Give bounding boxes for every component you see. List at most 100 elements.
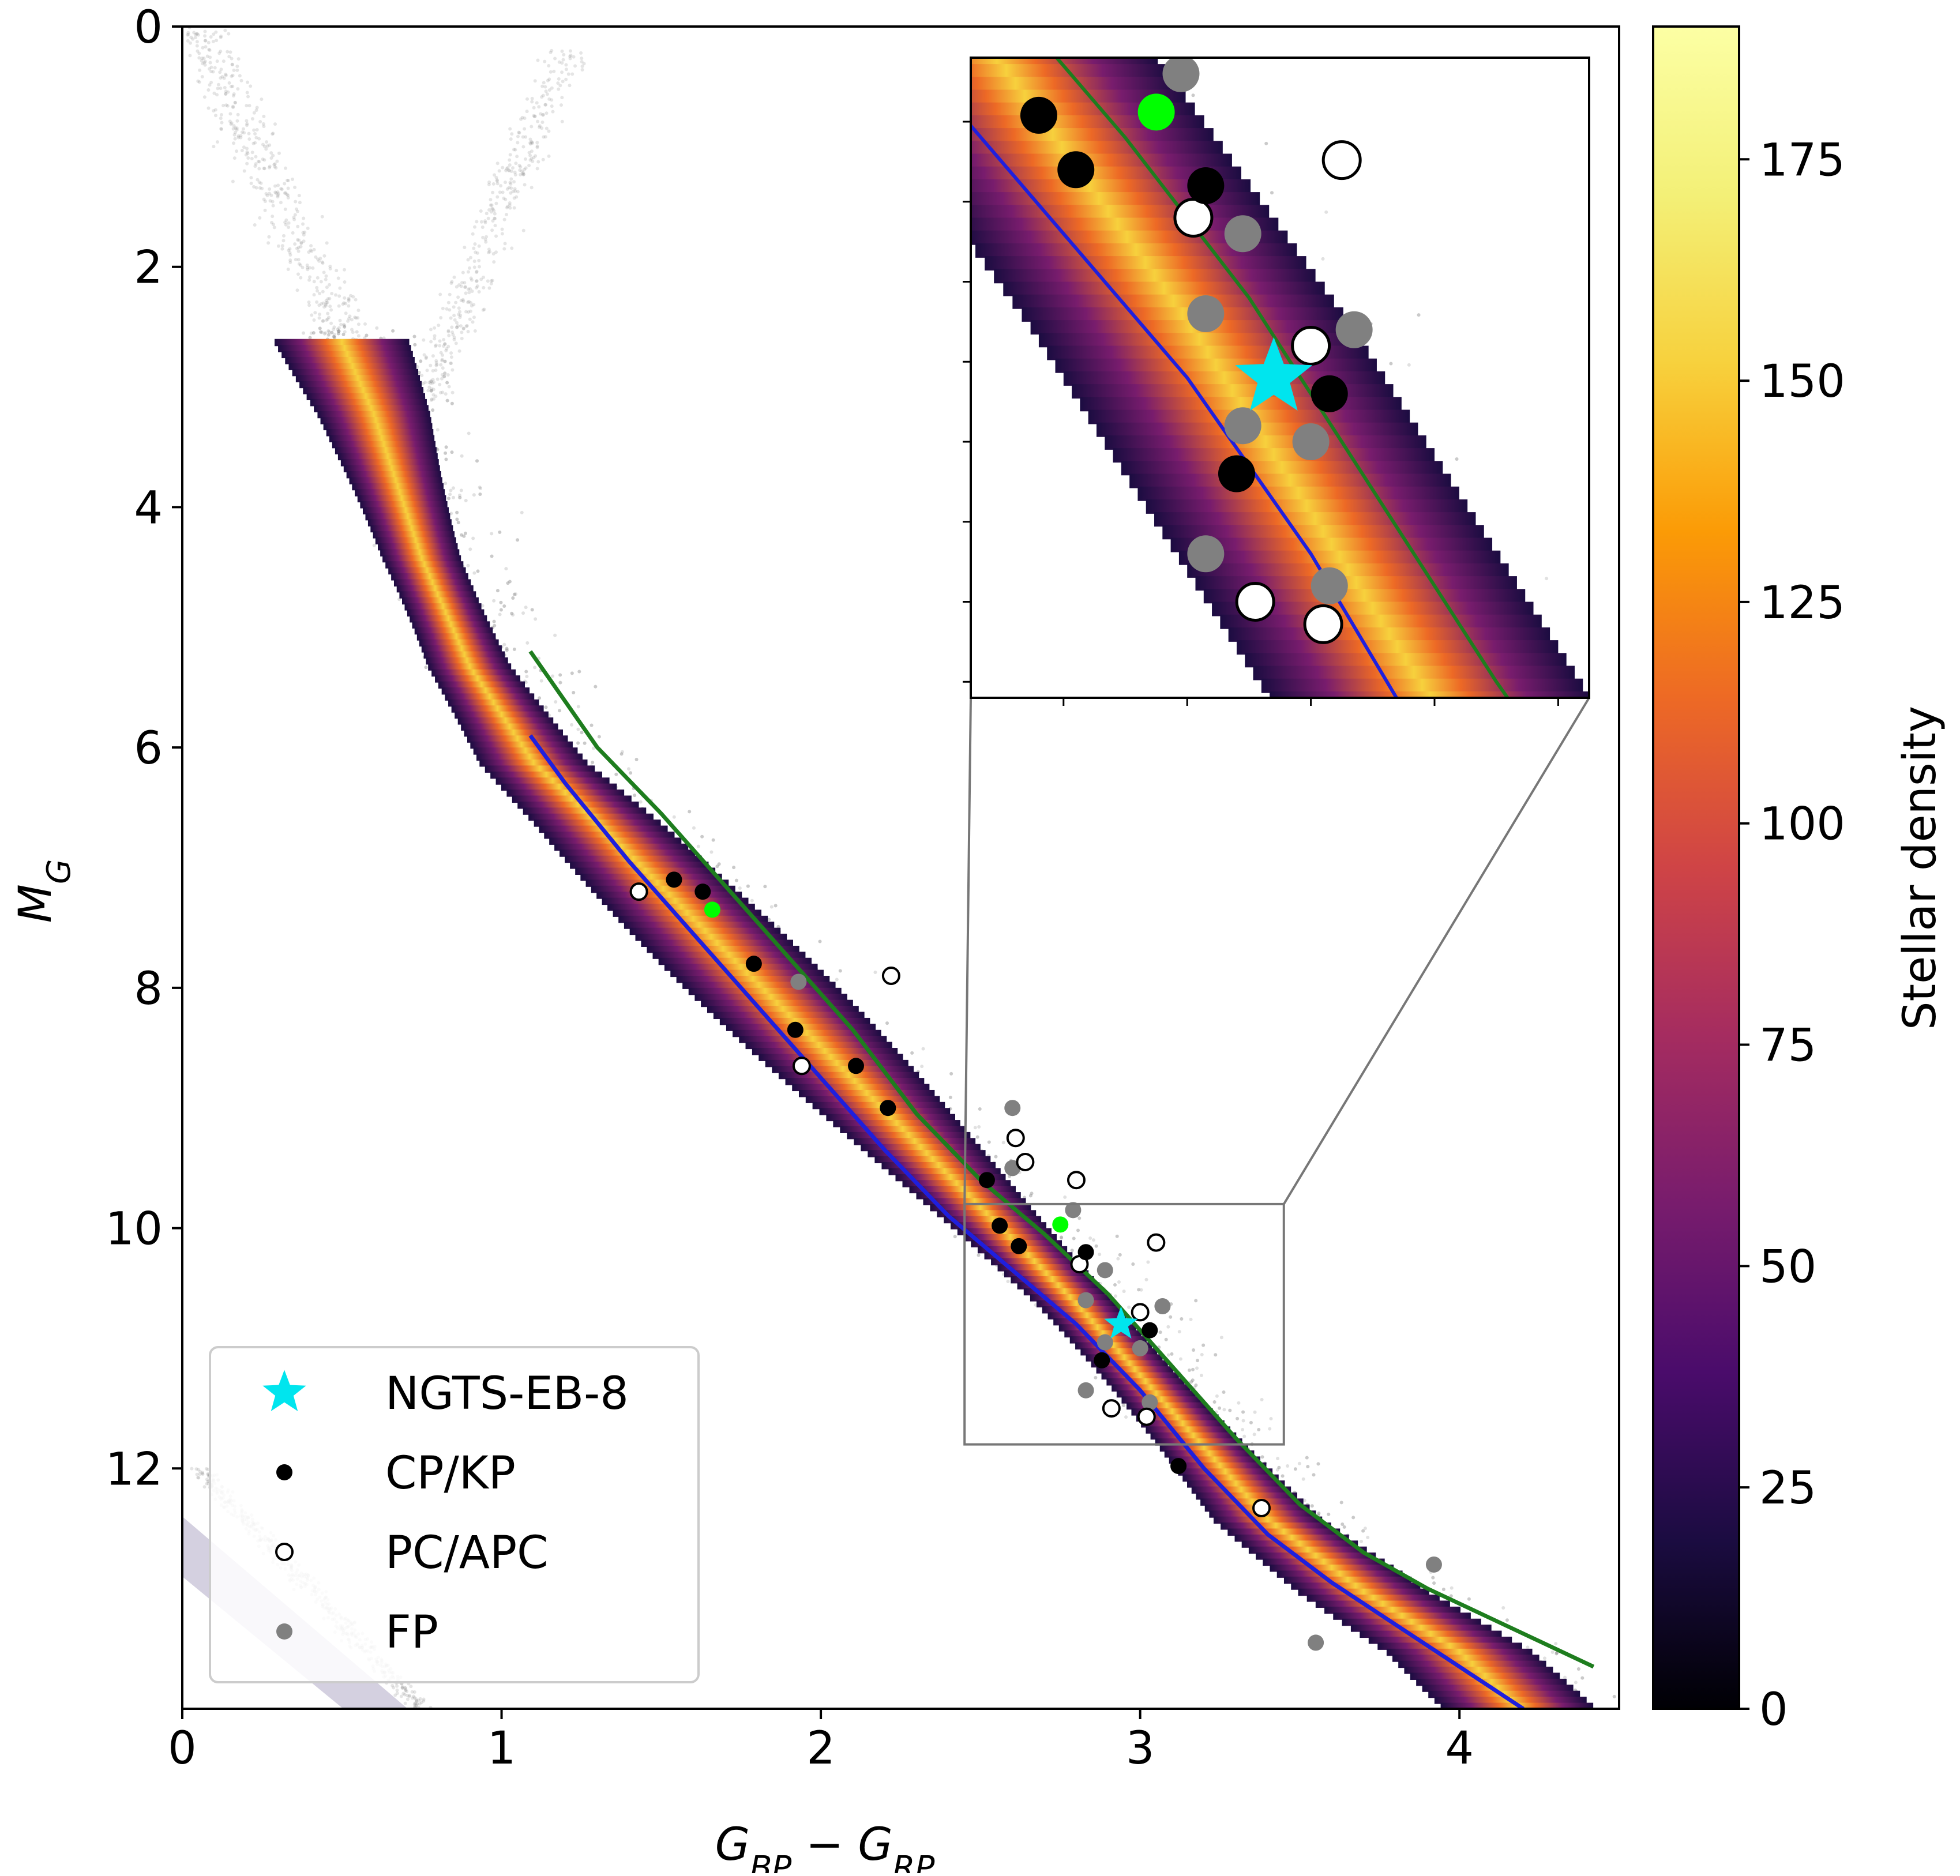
background-star xyxy=(299,276,303,280)
background-star xyxy=(470,278,474,282)
background-star xyxy=(236,134,241,138)
background-star xyxy=(433,344,437,348)
background-star xyxy=(591,760,595,764)
background-star xyxy=(572,690,576,694)
background-star xyxy=(399,1694,403,1698)
background-star xyxy=(467,431,471,435)
background-star xyxy=(524,670,528,674)
background-star xyxy=(597,735,601,739)
background-star xyxy=(455,517,459,521)
background-star xyxy=(994,1155,998,1159)
background-star xyxy=(520,115,524,119)
background-star xyxy=(239,134,243,138)
background-star xyxy=(212,32,216,36)
background-star xyxy=(372,543,376,547)
background-star xyxy=(250,157,254,161)
background-star xyxy=(1341,1522,1345,1527)
background-star xyxy=(466,329,470,333)
background-star xyxy=(1310,1504,1314,1508)
background-star xyxy=(1554,1642,1558,1646)
background-star xyxy=(232,92,236,96)
background-star xyxy=(1431,1576,1435,1580)
background-star xyxy=(502,604,506,608)
background-star xyxy=(262,158,266,162)
background-star xyxy=(560,119,564,123)
background-star xyxy=(391,329,395,333)
background-star xyxy=(1170,1352,1174,1356)
background-star xyxy=(1127,1305,1131,1309)
background-star xyxy=(232,156,236,160)
background-star xyxy=(1302,1498,1306,1502)
background-star xyxy=(1237,1401,1241,1405)
background-star xyxy=(450,280,454,284)
background-star xyxy=(519,172,523,176)
background-star xyxy=(203,34,207,38)
background-star xyxy=(209,35,213,39)
background-star xyxy=(442,371,446,375)
background-star xyxy=(1070,1249,1074,1253)
background-star xyxy=(1088,1236,1092,1240)
background-star xyxy=(271,131,275,136)
background-star xyxy=(633,794,637,798)
background-star xyxy=(530,125,534,129)
background-star xyxy=(232,68,236,72)
background-star xyxy=(442,374,446,378)
background-star xyxy=(326,329,331,333)
background-star xyxy=(597,735,601,739)
background-star xyxy=(1121,1403,1125,1407)
background-star xyxy=(528,158,532,162)
background-star xyxy=(435,377,440,381)
background-star xyxy=(1180,1317,1184,1321)
background-star xyxy=(408,1694,412,1698)
background-star xyxy=(1277,1465,1281,1469)
background-star xyxy=(332,327,336,331)
background-star xyxy=(528,141,532,145)
background-star xyxy=(244,153,248,157)
background-star xyxy=(738,886,742,890)
background-star xyxy=(1063,1195,1067,1199)
background-star xyxy=(241,127,245,131)
background-star xyxy=(274,191,278,195)
background-star xyxy=(633,794,637,798)
background-star xyxy=(1260,1455,1264,1459)
background-star xyxy=(466,300,470,304)
background-star xyxy=(252,111,256,115)
background-star xyxy=(471,232,475,236)
background-star xyxy=(337,294,341,298)
background-star xyxy=(250,116,254,121)
background-star xyxy=(280,247,284,251)
background-star xyxy=(528,153,532,157)
background-star xyxy=(249,181,253,185)
background-star xyxy=(1195,1366,1199,1370)
background-star xyxy=(554,700,558,704)
background-star xyxy=(1361,1529,1365,1533)
background-star xyxy=(256,159,260,163)
background-star xyxy=(1249,1420,1253,1424)
background-star xyxy=(975,1135,979,1139)
background-star xyxy=(295,288,299,292)
background-star xyxy=(473,225,477,229)
background-star xyxy=(330,330,334,334)
background-star xyxy=(1286,1464,1290,1468)
background-star xyxy=(978,1107,982,1111)
background-star xyxy=(458,310,462,314)
background-star xyxy=(1276,1457,1280,1461)
background-star xyxy=(430,397,434,401)
background-star xyxy=(451,486,455,490)
background-star xyxy=(763,885,767,889)
background-star xyxy=(343,330,347,334)
background-star xyxy=(1187,1368,1191,1372)
background-star xyxy=(1028,1194,1032,1198)
background-star xyxy=(287,221,291,225)
background-star xyxy=(445,307,449,311)
background-star xyxy=(297,262,301,266)
background-star xyxy=(478,492,482,496)
background-star xyxy=(538,696,542,700)
background-star xyxy=(446,497,450,501)
background-star xyxy=(1431,1576,1435,1580)
background-star xyxy=(534,154,538,158)
background-star xyxy=(475,220,479,224)
background-star xyxy=(502,217,506,221)
background-star xyxy=(421,382,425,386)
background-star xyxy=(619,752,624,756)
